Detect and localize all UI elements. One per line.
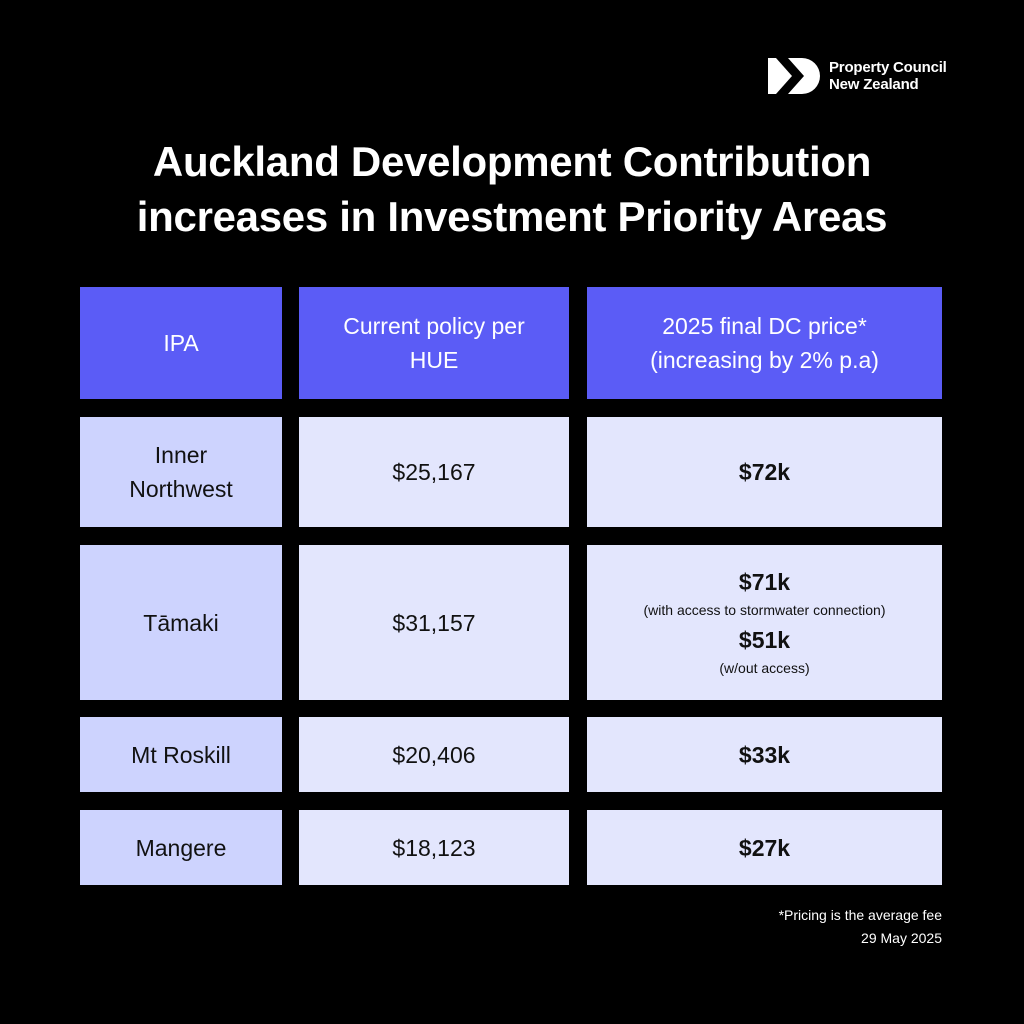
ipa-name: Mangere [135,834,227,861]
brand-name-line1: Property Council [829,59,947,76]
ipa-name-line1: Inner [154,442,208,468]
brand-name: Property Council New Zealand [829,59,947,93]
footnote: *Pricing is the average fee 29 May 2025 [779,904,942,950]
page-title-line2: increases in Investment Priority Areas [136,193,888,240]
header-final-line1: 2025 final DC price* [662,313,867,339]
current-value: $31,157 [392,609,476,636]
page-title: Auckland Development Contribution increa… [0,134,1024,244]
footnote-date: 29 May 2025 [861,930,942,946]
brand-name-line2: New Zealand [829,76,919,93]
ipa-name: Mt Roskill [131,741,231,768]
table-row-4-current: $18,123 [299,810,569,885]
header-current-line1: Current policy per [343,313,525,339]
final-note-without-access: (w/out access) [719,659,810,676]
table-row-1-current: $25,167 [299,417,569,527]
header-current-policy: Current policy per HUE [299,287,569,399]
final-note-with-access: (with access to stormwater connection) [643,601,886,618]
current-value: $20,406 [392,741,476,768]
brand-logo: Property Council New Zealand [768,58,947,94]
table-row-2-current: $31,157 [299,545,569,700]
table-row-3-ipa: Mt Roskill [80,717,282,792]
table-row-1-final: $72k [587,417,942,527]
page-title-line1: Auckland Development Contribution [152,138,872,185]
table-row-3-final: $33k [587,717,942,792]
property-council-logo-icon [768,58,820,94]
ipa-name: Tāmaki [143,609,219,636]
table-row-4-final: $27k [587,810,942,885]
header-current-line2: HUE [409,347,459,373]
current-value: $18,123 [392,834,476,861]
table-row-2-final: $71k (with access to stormwater connecti… [587,545,942,700]
final-value: $72k [738,459,791,485]
current-value: $25,167 [392,459,476,485]
table-row-3-current: $20,406 [299,717,569,792]
header-final-line2: (increasing by 2% p.a) [650,347,879,373]
final-value: $33k [738,741,791,768]
final-value: $27k [738,834,791,861]
table-row-1-ipa: Inner Northwest [80,417,282,527]
footnote-note: *Pricing is the average fee [778,907,942,923]
table-row-2-ipa: Tāmaki [80,545,282,700]
header-ipa: IPA [80,287,282,399]
header-ipa-label: IPA [163,330,199,356]
final-value-with-access: $71k [738,568,791,595]
header-final-price: 2025 final DC price* (increasing by 2% p… [587,287,942,399]
final-value-without-access: $51k [738,626,791,653]
table-row-4-ipa: Mangere [80,810,282,885]
ipa-name-line2: Northwest [129,476,233,502]
